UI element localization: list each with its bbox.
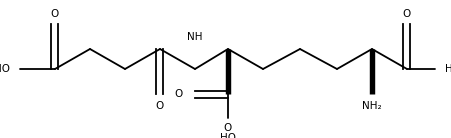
Text: NH: NH <box>187 32 202 42</box>
Text: O: O <box>156 101 164 111</box>
Text: HO: HO <box>444 64 451 74</box>
Text: HO: HO <box>0 64 10 74</box>
Text: HO: HO <box>220 133 235 138</box>
Text: O: O <box>223 123 232 133</box>
Text: O: O <box>51 9 59 19</box>
Text: O: O <box>402 9 410 19</box>
Text: NH₂: NH₂ <box>361 101 381 111</box>
Text: O: O <box>175 89 183 99</box>
